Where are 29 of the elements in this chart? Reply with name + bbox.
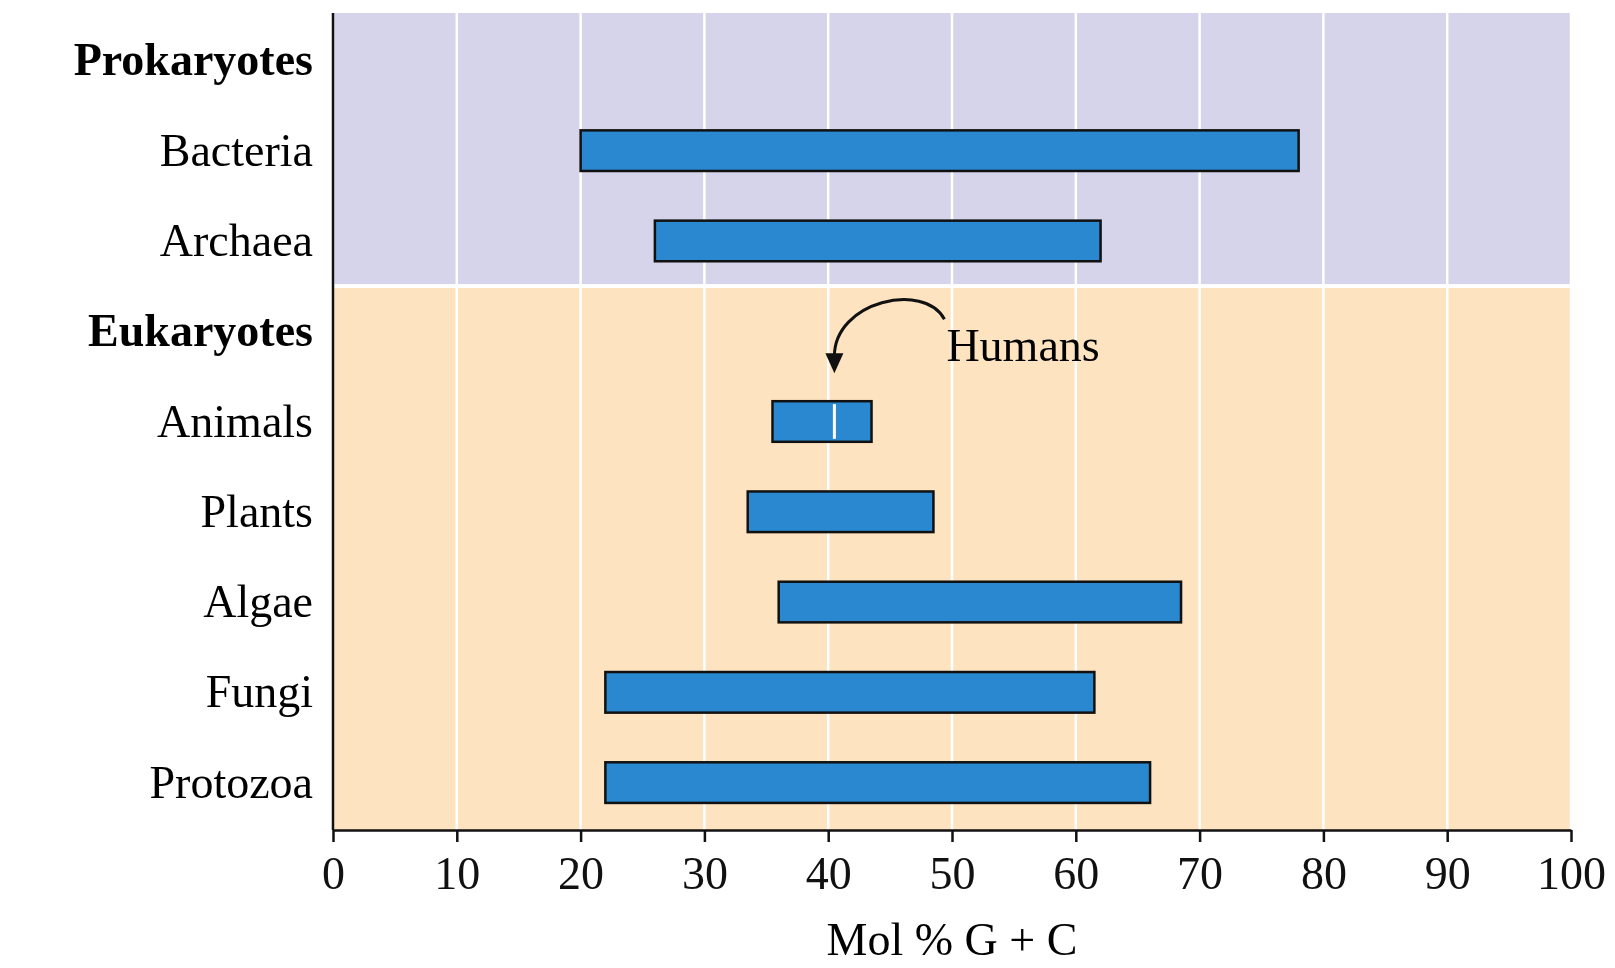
x-tick-label: 20 xyxy=(558,847,605,899)
bar xyxy=(604,670,1096,714)
y-tick-label: Archaea xyxy=(159,214,313,266)
x-tick-label: 10 xyxy=(434,847,481,899)
x-axis-title: Mol % G + C xyxy=(826,914,1078,965)
x-tick-label: 30 xyxy=(681,847,728,899)
x-tick-label: 70 xyxy=(1177,847,1224,899)
y-tick-label: Animals xyxy=(157,395,313,447)
bar xyxy=(579,129,1300,173)
x-tick-label: 80 xyxy=(1300,847,1347,899)
y-tick-label: Algae xyxy=(203,576,313,628)
bar xyxy=(777,580,1183,624)
bar xyxy=(746,490,935,534)
annotation: Humans xyxy=(946,320,1100,372)
bar xyxy=(604,761,1152,805)
x-tick-label: 60 xyxy=(1053,847,1100,899)
x-tick-label: 50 xyxy=(929,847,976,899)
x-tick-label: 40 xyxy=(805,847,852,899)
x-tick-label: 90 xyxy=(1424,847,1471,899)
y-tick-label: Plants xyxy=(200,485,313,537)
y-tick-label: Fungi xyxy=(205,666,313,718)
y-tick-label: Prokaryotes xyxy=(73,34,313,86)
bar xyxy=(653,219,1102,263)
y-tick-label: Eukaryotes xyxy=(88,305,313,357)
bar xyxy=(771,399,873,444)
x-tick-label: 100 xyxy=(1537,847,1606,899)
x-tick-label: 0 xyxy=(322,847,345,899)
y-tick-label: Bacteria xyxy=(159,124,313,176)
y-tick-label: Protozoa xyxy=(149,756,313,808)
